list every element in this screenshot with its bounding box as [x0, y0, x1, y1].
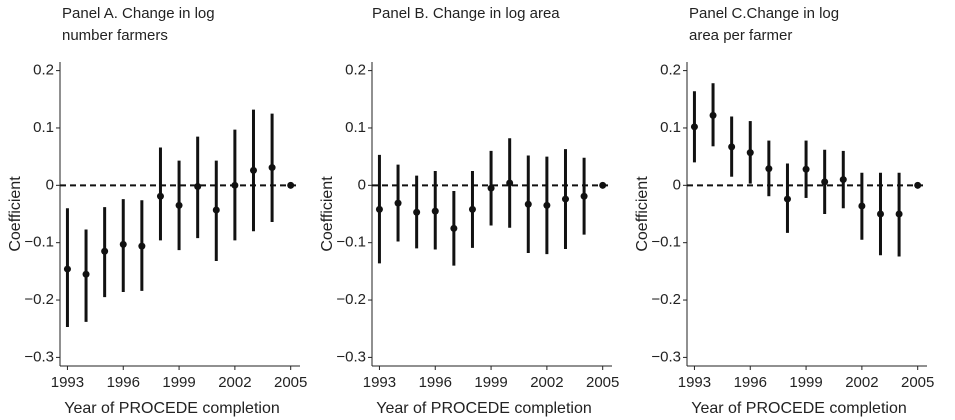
x-tick-label: 2002 [530, 374, 563, 391]
point [231, 181, 239, 189]
y-tick-label: 0.2 [33, 62, 54, 79]
point [175, 201, 183, 209]
x-tick-label: 2005 [274, 374, 307, 391]
point [524, 200, 532, 208]
point [543, 201, 551, 209]
point [413, 208, 421, 216]
point [119, 240, 127, 248]
y-tick-label: −0.1 [651, 234, 681, 251]
x-tick-label: 1996 [734, 374, 767, 391]
point [580, 192, 588, 200]
point [287, 181, 295, 189]
y-tick-label: 0 [673, 176, 681, 193]
x-axis-label: Year of PROCEDE completion [376, 400, 592, 417]
y-axis-label: Coefficient [7, 176, 24, 252]
x-tick-label: 2005 [901, 374, 934, 391]
x-tick-label: 2002 [845, 374, 878, 391]
point [690, 123, 698, 131]
point [63, 265, 71, 273]
x-tick-label: 1993 [51, 374, 84, 391]
point [375, 205, 383, 213]
point [709, 111, 717, 119]
y-axis-label: Coefficient [319, 176, 336, 252]
x-axis-label: Year of PROCEDE completion [64, 400, 280, 417]
panel: Panel B. Change in log area 0.2 0.1 0 −0.1 −0… [319, 5, 619, 417]
point [599, 181, 607, 189]
y-tick-label: −0.1 [336, 234, 366, 251]
point [765, 165, 773, 173]
y-tick-label: −0.3 [651, 348, 681, 365]
point [895, 210, 903, 218]
point [802, 165, 810, 173]
y-tick-label: −0.2 [24, 291, 54, 308]
point [268, 164, 276, 172]
point [561, 195, 569, 203]
y-tick-label: 0.1 [33, 119, 54, 136]
y-tick-label: −0.1 [24, 234, 54, 251]
y-tick-label: 0.1 [660, 119, 681, 136]
panel-title: area per farmer [689, 27, 792, 44]
point [858, 202, 866, 210]
x-tick-label: 1996 [419, 374, 452, 391]
y-tick-label: −0.2 [651, 291, 681, 308]
point [506, 179, 514, 187]
point [728, 143, 736, 151]
x-tick-label: 2005 [586, 374, 619, 391]
x-tick-label: 1996 [107, 374, 140, 391]
point [82, 270, 90, 278]
y-tick-label: 0 [46, 176, 54, 193]
point [914, 181, 922, 189]
y-tick-label: −0.3 [24, 348, 54, 365]
x-tick-label: 1999 [162, 374, 195, 391]
y-tick-label: 0.2 [660, 62, 681, 79]
panel: Panel C.Change in log area per farmer 0.2 0… [634, 5, 934, 417]
panel-title: Panel B. Change in log area [372, 5, 560, 22]
panel-title: Panel A. Change in log [62, 5, 215, 22]
x-tick-label: 1993 [678, 374, 711, 391]
x-axis-label: Year of PROCEDE completion [691, 400, 907, 417]
point [783, 195, 791, 203]
y-tick-label: −0.2 [336, 291, 366, 308]
point [212, 206, 220, 214]
point [249, 166, 257, 174]
panel-title: Panel C.Change in log [689, 5, 839, 22]
point [431, 207, 439, 215]
y-tick-label: 0 [358, 176, 366, 193]
x-tick-label: 1993 [363, 374, 396, 391]
y-tick-label: 0.1 [345, 119, 366, 136]
point [101, 247, 109, 255]
panel: Panel A. Change in log number farmers 0.2 0… [7, 5, 307, 417]
point [821, 178, 829, 186]
y-tick-label: 0.2 [345, 62, 366, 79]
panel-title: number farmers [62, 27, 168, 44]
x-tick-label: 2002 [218, 374, 251, 391]
point [746, 149, 754, 157]
point [394, 199, 402, 207]
point [839, 176, 847, 184]
point [468, 205, 476, 213]
point [138, 242, 146, 250]
y-tick-label: −0.3 [336, 348, 366, 365]
point [487, 184, 495, 192]
y-axis-label: Coefficient [634, 176, 651, 252]
point [876, 210, 884, 218]
x-tick-label: 1999 [789, 374, 822, 391]
point [194, 182, 202, 190]
x-tick-label: 1999 [474, 374, 507, 391]
point [156, 192, 164, 200]
point [450, 224, 458, 232]
